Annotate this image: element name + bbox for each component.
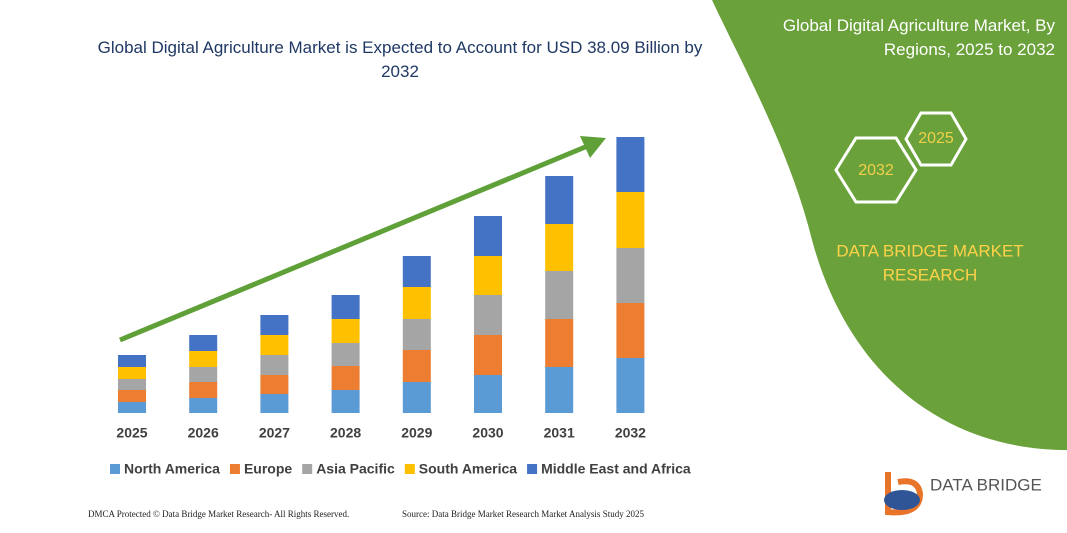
legend-label: North America bbox=[124, 461, 220, 477]
bar-segment bbox=[260, 355, 289, 375]
brand-text: DATA BRIDGE MARKET bbox=[836, 241, 1023, 260]
bar-segment bbox=[474, 375, 502, 413]
hexagon bbox=[904, 111, 968, 167]
legend-label: Asia Pacific bbox=[316, 461, 395, 477]
hex-label: 2032 bbox=[858, 162, 894, 179]
x-tick-label: 2025 bbox=[116, 425, 147, 441]
bar-segment bbox=[616, 137, 645, 192]
bar-segment bbox=[402, 382, 431, 413]
legend-swatch bbox=[302, 464, 313, 474]
bar-segment bbox=[118, 402, 146, 413]
bar-segment bbox=[260, 335, 289, 355]
panel-title: Global Digital Agriculture Market, By Re… bbox=[782, 16, 1055, 59]
x-tick-label: 2026 bbox=[188, 425, 219, 441]
bar-segment bbox=[118, 379, 146, 390]
bar-segment bbox=[331, 319, 360, 343]
legend-label: Europe bbox=[244, 461, 292, 477]
bar-segment bbox=[402, 319, 431, 350]
bar-segment bbox=[474, 335, 502, 375]
x-tick-label: 2032 bbox=[615, 425, 646, 441]
bar-segment bbox=[474, 295, 502, 335]
bar-segment bbox=[189, 398, 218, 413]
x-tick-label: 2028 bbox=[330, 425, 361, 441]
brand-text: RESEARCH bbox=[883, 265, 977, 284]
bar-segment bbox=[118, 367, 146, 379]
legend-swatch bbox=[110, 464, 120, 474]
legend-label: Middle East and Africa bbox=[541, 461, 691, 477]
x-tick-label: 2031 bbox=[544, 425, 575, 441]
legend-swatch bbox=[229, 464, 240, 474]
bar-segment bbox=[118, 390, 146, 402]
logo-text: DATA BRIDGE bbox=[930, 475, 1042, 494]
bar-segment bbox=[260, 315, 289, 335]
bar-segment bbox=[331, 390, 360, 413]
legend-swatch bbox=[527, 464, 538, 474]
footer-text: DMCA Protected © Data Bridge Market Rese… bbox=[88, 509, 349, 519]
arrow-head bbox=[580, 136, 606, 158]
trend-arrow bbox=[119, 142, 591, 343]
footer-text: Source: Data Bridge Market Research Mark… bbox=[402, 509, 644, 519]
bar-segment bbox=[189, 367, 218, 382]
x-tick-label: 2029 bbox=[401, 425, 432, 441]
chart-title: Global Digital Agriculture Market is Exp… bbox=[97, 38, 703, 81]
bar-segment bbox=[189, 335, 218, 351]
bar-segment bbox=[189, 382, 218, 398]
hexagon bbox=[834, 136, 918, 204]
bar-segment bbox=[402, 287, 431, 319]
x-tick-label: 2030 bbox=[472, 425, 503, 441]
bar-segment bbox=[260, 375, 289, 394]
bar-segment bbox=[331, 343, 360, 366]
bar-segment bbox=[545, 319, 574, 367]
logo-mark bbox=[884, 490, 920, 510]
bar-segment bbox=[118, 355, 146, 367]
bar-segment bbox=[189, 351, 218, 367]
bar-segment bbox=[474, 256, 502, 295]
bar-segment bbox=[616, 303, 645, 358]
bar-segment bbox=[402, 256, 431, 287]
bar-segment bbox=[616, 358, 645, 413]
bar-segment bbox=[616, 248, 645, 303]
bar-segment bbox=[331, 366, 360, 390]
bar-segment bbox=[545, 271, 574, 319]
bar-segment bbox=[616, 192, 645, 248]
hex-label: 2025 bbox=[918, 130, 954, 147]
bar-segment bbox=[402, 350, 431, 382]
bar-segment bbox=[545, 224, 574, 271]
bar-segment bbox=[260, 394, 289, 413]
bar-segment bbox=[545, 367, 574, 413]
bar-segment bbox=[331, 295, 360, 319]
logo: DATA BRIDGE bbox=[884, 472, 1042, 516]
side-panel bbox=[712, 0, 1067, 450]
legend-label: South America bbox=[419, 461, 517, 477]
bar-segment bbox=[474, 216, 502, 256]
bar-segment bbox=[545, 176, 574, 224]
logo-mark bbox=[885, 472, 924, 516]
x-tick-label: 2027 bbox=[259, 425, 290, 441]
legend-swatch bbox=[404, 464, 415, 474]
